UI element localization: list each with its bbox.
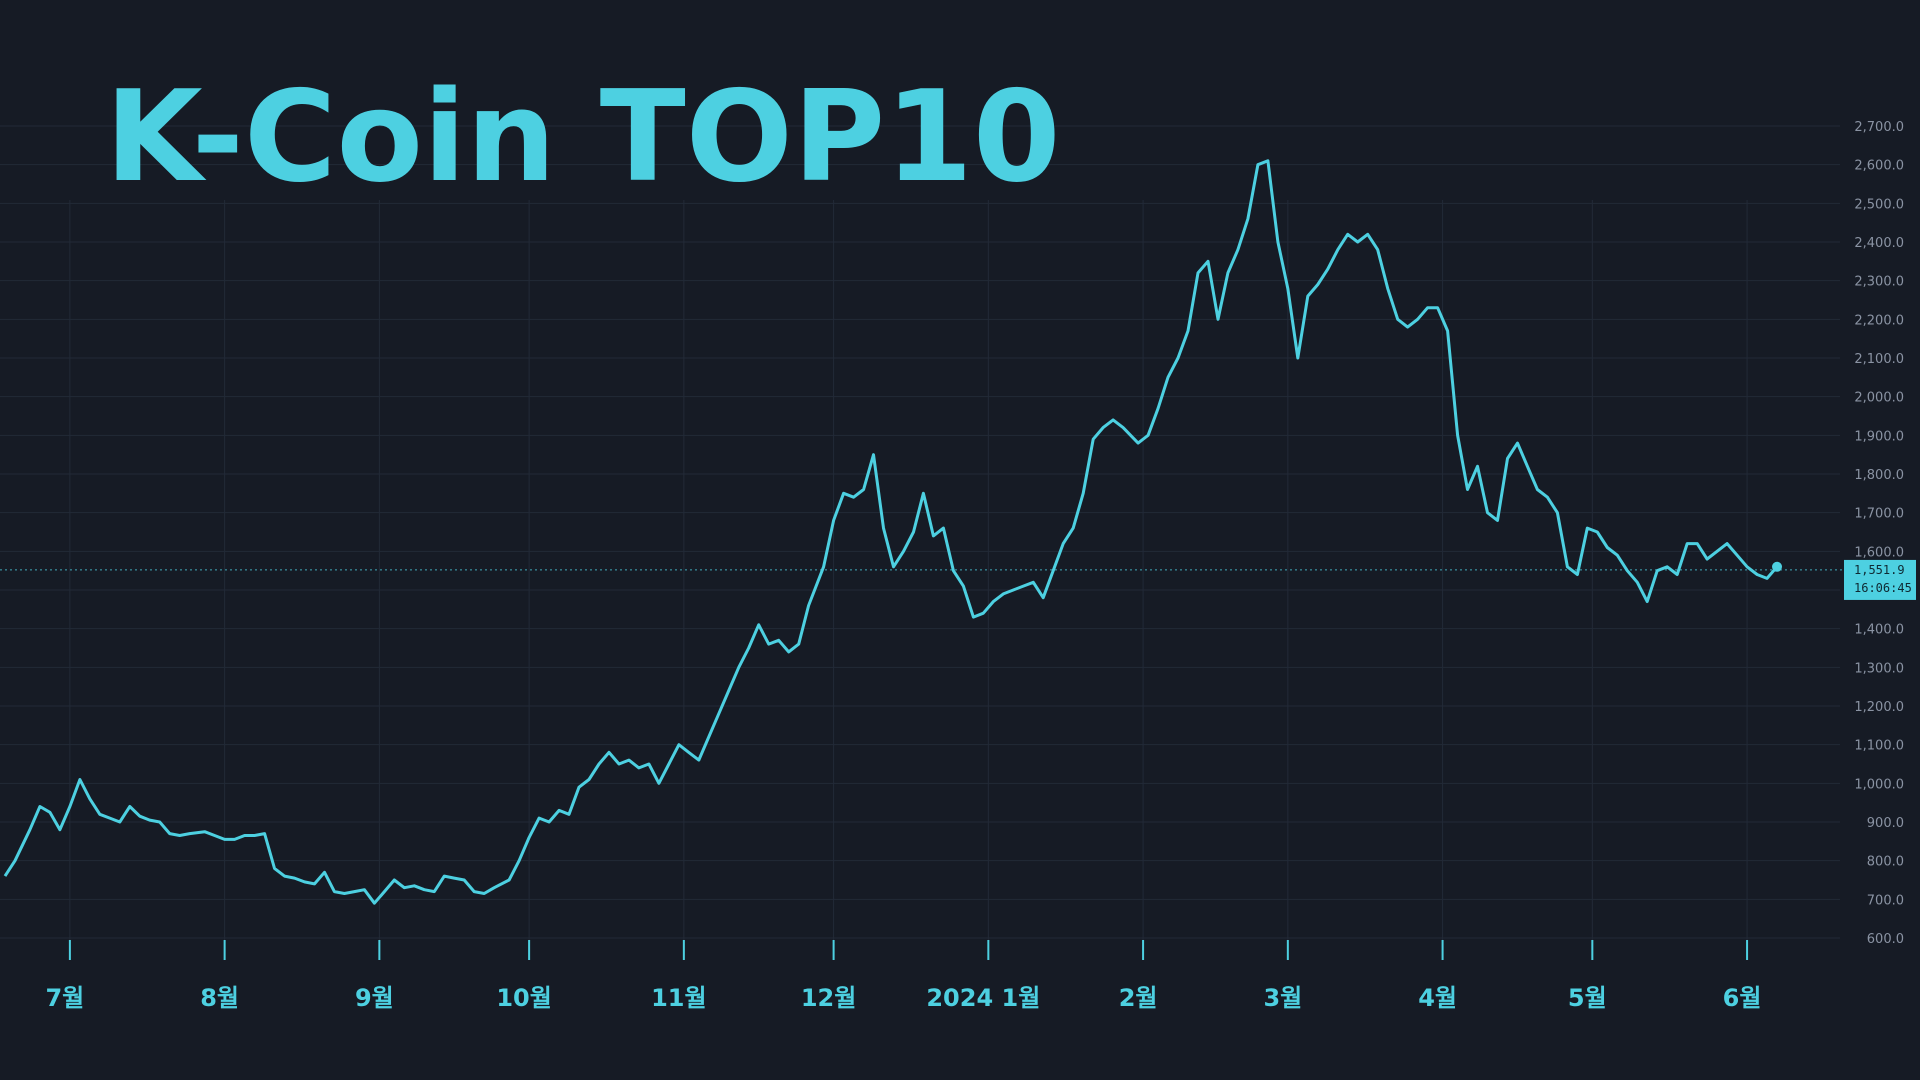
y-tick-label: 800.0	[1867, 855, 1904, 870]
price-series-line	[3, 159, 1779, 905]
current-price-time: 16:06:45	[1854, 581, 1912, 595]
y-tick-label: 600.0	[1867, 932, 1904, 947]
grid	[0, 125, 1840, 940]
x-tick-label: 8월	[200, 984, 239, 1012]
y-tick-label: 1,800.0	[1854, 468, 1904, 483]
y-tick-label: 1,000.0	[1854, 777, 1904, 792]
x-tick-label: 7월	[45, 984, 84, 1012]
y-tick-label: 1,300.0	[1854, 661, 1904, 676]
y-tick-label: 1,200.0	[1854, 700, 1904, 715]
y-tick-label: 2,500.0	[1854, 197, 1904, 212]
chart-title: K-Coin TOP10	[105, 63, 1061, 210]
y-axis: 600.0 700.0 800.0 900.0 1,000.0 1,100.0 1,200.…	[1854, 120, 1904, 947]
y-tick-label: 900.0	[1867, 816, 1904, 831]
x-tick-label: 6월	[1723, 984, 1762, 1012]
y-tick-label: 700.0	[1867, 893, 1904, 908]
y-tick-label: 2,300.0	[1854, 275, 1904, 290]
current-price-badge: 1,551.9 16:06:45	[1844, 559, 1916, 600]
x-tick-label: 2024 1월	[926, 984, 1040, 1012]
y-tick-label: 1,700.0	[1854, 507, 1904, 522]
y-tick-label: 1,600.0	[1854, 545, 1904, 560]
series-layer	[3, 159, 1783, 905]
x-axis: 7월 8월 9월 10월 11월 12월 2024 1월 2월 3월 4월 5월 6월	[45, 940, 1761, 1012]
x-tick-label: 5월	[1568, 984, 1607, 1012]
price-badge-box	[1844, 559, 1916, 600]
y-tick-label: 2,100.0	[1854, 352, 1904, 367]
y-tick-label: 1,100.0	[1854, 739, 1904, 754]
x-tick-label: 12월	[801, 984, 856, 1012]
y-tick-label: 2,400.0	[1854, 236, 1904, 251]
y-tick-label: 1,400.0	[1854, 623, 1904, 638]
x-tick-label: 9월	[355, 984, 394, 1012]
y-tick-label: 1,900.0	[1854, 429, 1904, 444]
current-price-label: 1,551.9	[1854, 563, 1905, 577]
x-tick-label: 10월	[496, 984, 551, 1012]
x-tick-label: 3월	[1263, 984, 1302, 1012]
y-tick-label: 2,000.0	[1854, 391, 1904, 406]
y-tick-label: 2,600.0	[1854, 159, 1904, 174]
last-point-marker	[1772, 561, 1783, 572]
y-tick-label: 2,200.0	[1854, 313, 1904, 328]
x-tick-label: 11월	[651, 984, 706, 1012]
x-tick-label: 4월	[1418, 984, 1457, 1012]
y-tick-label: 2,700.0	[1854, 120, 1904, 135]
x-tick-label: 2월	[1119, 984, 1158, 1012]
